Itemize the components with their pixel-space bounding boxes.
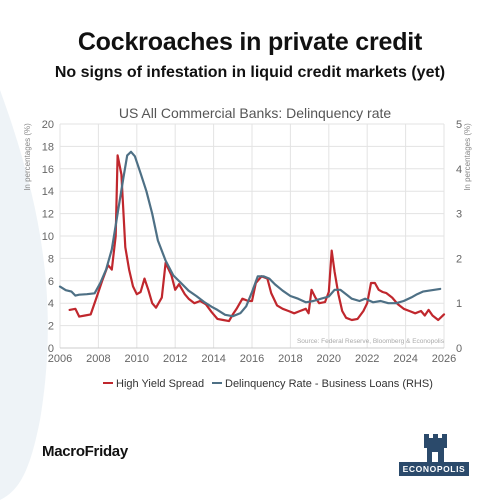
y-right-tick-label: 2 bbox=[456, 253, 462, 265]
econopolis-tower-logo bbox=[424, 434, 447, 464]
x-tick-label: 2026 bbox=[432, 353, 456, 365]
series-line-delinquency-rate bbox=[58, 150, 442, 318]
source-note: Source: Federal Reserve, Bloomberg & Eco… bbox=[297, 338, 445, 345]
x-tick-label: 2018 bbox=[278, 353, 302, 365]
y-left-tick-label: 16 bbox=[42, 164, 54, 176]
legend-label-delinquency: Delinquency Rate - Business Loans (RHS) bbox=[225, 378, 433, 390]
y-right-tick-label: 5 bbox=[456, 119, 462, 131]
y-left-tick-label: 4 bbox=[48, 298, 54, 310]
y-left-tick-label: 20 bbox=[42, 119, 54, 131]
y-right-tick-label: 3 bbox=[456, 209, 462, 221]
x-tick-label: 2012 bbox=[163, 353, 187, 365]
legend-label-high-yield: High Yield Spread bbox=[116, 378, 204, 390]
y-right-tick-label: 4 bbox=[456, 164, 462, 176]
macrofriday-brand: MacroFriday bbox=[42, 443, 128, 460]
y-left-tick-label: 8 bbox=[48, 253, 54, 265]
y-left-tick-label: 18 bbox=[42, 141, 54, 153]
y-left-tick-label: 10 bbox=[42, 231, 54, 243]
y-left-tick-label: 0 bbox=[48, 343, 54, 355]
x-tick-label: 2008 bbox=[86, 353, 110, 365]
series-lines bbox=[58, 150, 446, 323]
x-tick-label: 2014 bbox=[201, 353, 225, 365]
chart-title: US All Commercial Banks: Delinquency rat… bbox=[119, 105, 392, 121]
y-left-tick-label: 14 bbox=[42, 186, 54, 198]
y-left-tick-label: 2 bbox=[48, 321, 54, 333]
y-axis-label-right: In percentages (%) bbox=[463, 123, 472, 191]
x-tick-label: 2020 bbox=[317, 353, 341, 365]
y-left-tick-label: 12 bbox=[42, 209, 54, 221]
y-right-tick-label: 0 bbox=[456, 343, 462, 355]
x-tick-label: 2016 bbox=[240, 353, 264, 365]
y-left-tick-label: 6 bbox=[48, 276, 54, 288]
y-axis-label-left: In percentages (%) bbox=[23, 123, 32, 191]
headline: Cockroaches in private credit bbox=[77, 28, 423, 56]
series-line-high-yield-spread bbox=[68, 154, 446, 323]
x-tick-label: 2024 bbox=[393, 353, 417, 365]
y-right-tick-label: 1 bbox=[456, 298, 462, 310]
x-tick-label: 2010 bbox=[125, 353, 149, 365]
subheadline: No signs of infestation in liquid credit… bbox=[54, 64, 446, 81]
legend: High Yield Spread Delinquency Rate - Bus… bbox=[103, 378, 433, 390]
x-tick-label: 2022 bbox=[355, 353, 379, 365]
x-tick-label: 2006 bbox=[48, 353, 72, 365]
econopolis-logo-text: ECONOPOLIS bbox=[399, 462, 469, 476]
